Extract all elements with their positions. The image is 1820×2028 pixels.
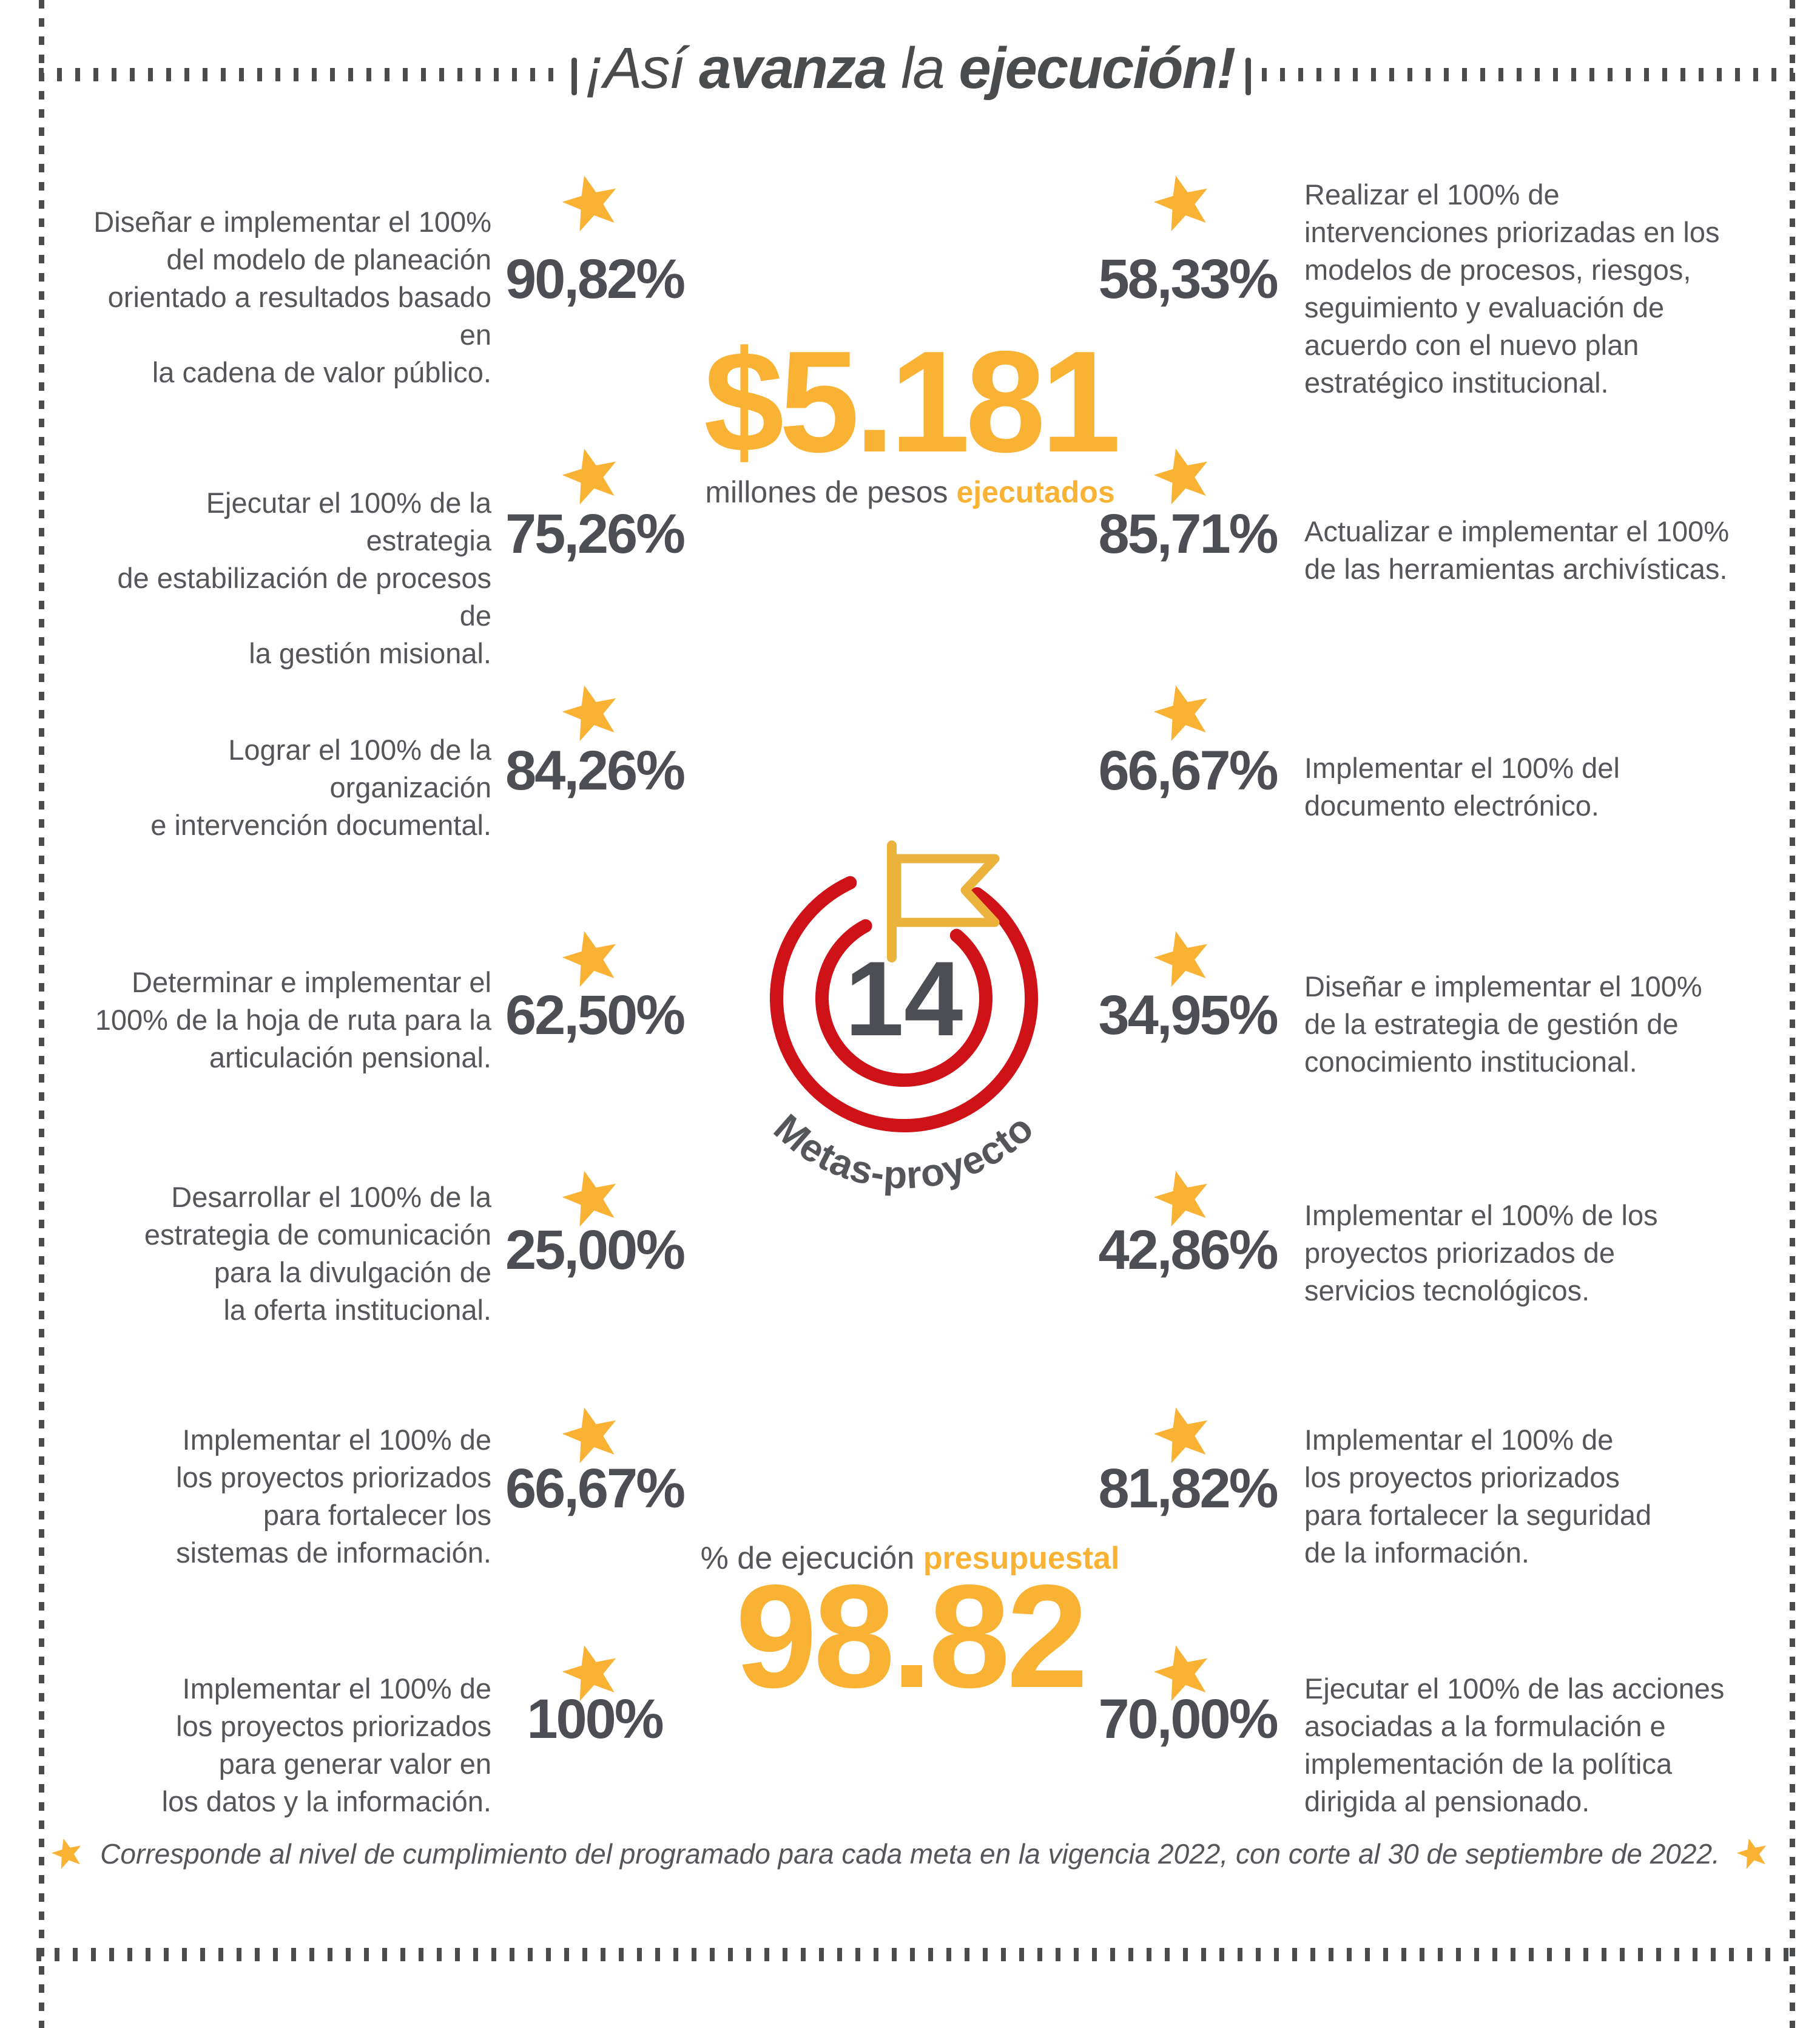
title-left-tick [571,58,577,95]
flag-icon [892,854,1000,927]
goal-value: 70,00% [1098,1688,1278,1750]
page-title: ¡Así avanza la ejecución! [0,35,1820,102]
star-icon [49,1834,87,1873]
goal-text: Diseñar e implementar el 100% de la estr… [1304,970,1702,1078]
goal-text: Implementar el 100% de los proyectos pri… [1304,1199,1658,1306]
goal-text: Desarrollar el 100% de la estrategia de … [144,1181,491,1326]
footnote: Corresponde al nivel de cumplimiento del… [0,1837,1820,1870]
target-ring-inner [815,919,993,1087]
goal-text: Implementar el 100% de los proyectos pri… [161,1672,491,1817]
star-icon [556,924,626,994]
goal-value: 66,67% [1098,740,1278,802]
goal-value: 58,33% [1098,248,1278,310]
star-icon [556,169,626,238]
goal-value: 62,50% [505,984,686,1046]
goal-value: 66,67% [505,1458,686,1519]
border-right-dots [1790,0,1795,2028]
goal-value: 85,71% [1098,503,1278,565]
border-bottom-dots [36,1948,1793,1961]
title-part-4: ejecución! [959,36,1236,101]
goals-count: 14 [845,940,963,1058]
budget-amount: $5.181 [704,322,1121,482]
star-icon [1148,169,1218,238]
footnote-text: Corresponde al nivel de cumplimiento del… [100,1838,1720,1870]
goal-value: 90,82% [505,248,686,310]
border-top-dots-right [1262,68,1793,81]
star-icon [556,678,626,748]
budget-execution-caption: % de ejecución presupuestal [303,1540,1517,1577]
target-ring-outer [770,876,1039,1132]
title-part-2: avanza [699,36,887,101]
goal-value: 84,26% [505,740,686,802]
border-top-dots-left [39,68,558,81]
title-right-tick [1245,58,1251,95]
goal-text: Implementar el 100% de los proyectos pri… [176,1424,491,1569]
goal-value: 34,95% [1098,984,1278,1046]
budget-execution-value: 98.82 [735,1555,1088,1719]
star-icon [1148,678,1218,748]
goal-text: Actualizar e implementar el 100% de las … [1304,515,1730,585]
goal-value: 42,86% [1098,1219,1278,1281]
goal-text: Ejecutar el 100% de las acciones asociad… [1304,1672,1725,1817]
goal-value: 25,00% [505,1219,686,1281]
title-part-1: ¡Así [585,36,699,101]
goal-text: Determinar e implementar el 100% de la h… [95,966,491,1073]
budget-caption-gray: millones de pesos [705,475,957,509]
goal-text: Lograr el 100% de la organización e inte… [150,734,491,841]
goal-text: Realizar el 100% de intervenciones prior… [1304,178,1720,399]
star-icon [1148,924,1218,994]
execution-caption-gray: % de ejecución [700,1541,923,1576]
goals-target-graphic: 14 Metas-proyecto [766,840,1042,1197]
goal-text: Implementar el 100% de los proyectos pri… [1304,1424,1652,1569]
goal-value: 100% [527,1688,664,1750]
border-left-dots [39,0,44,2028]
star-icon [1733,1834,1771,1873]
execution-caption-accent: presupuestal [923,1541,1120,1576]
goal-text: Implementar el 100% del documento electr… [1304,752,1620,822]
goal-text: Diseñar e implementar el 100% del modelo… [93,206,491,388]
goal-value: 81,82% [1098,1458,1278,1519]
goal-value: 75,26% [505,503,686,565]
title-part-3: la [886,36,959,101]
goal-text: Ejecutar el 100% de la estrategia de est… [117,487,491,669]
budget-caption-accent: ejecutados [956,475,1115,509]
budget-caption: millones de pesos ejecutados [303,475,1517,510]
